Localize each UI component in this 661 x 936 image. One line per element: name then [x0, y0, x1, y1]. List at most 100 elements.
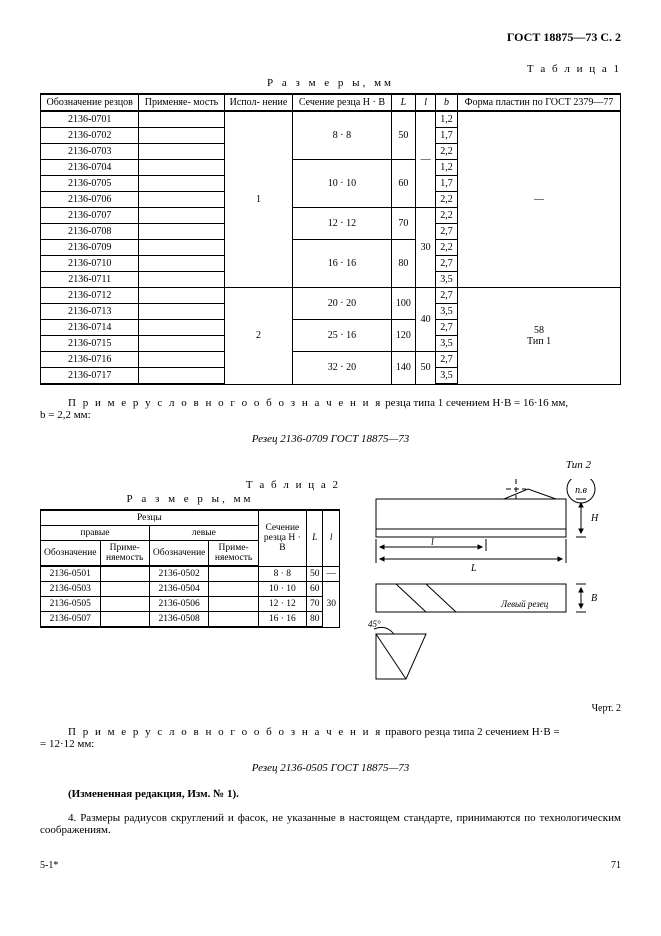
table-cell [209, 612, 258, 628]
table-cell [100, 582, 149, 597]
table-cell: — [458, 111, 621, 288]
fig-L: L [470, 563, 477, 574]
table-cell: 2,7 [435, 320, 457, 336]
fig-l: l [431, 537, 434, 548]
table-cell: 2136-0715 [41, 336, 139, 352]
example1-text: резца типа 1 сечением H·B = 16·16 мм, [382, 397, 568, 409]
table-cell: 2,7 [435, 224, 457, 240]
table-cell: 12 · 12 [258, 597, 306, 612]
table-cell: 2,2 [435, 192, 457, 208]
table-cell [139, 208, 224, 224]
table-cell: 80 [391, 240, 416, 288]
table-cell [139, 240, 224, 256]
t1-col-sech: Сечение резца H · B [293, 94, 391, 111]
t2-h-prim1: Приме- няемость [100, 541, 149, 567]
table-cell [209, 597, 258, 612]
table-cell [139, 144, 224, 160]
table-cell: 120 [391, 320, 416, 352]
t1-col-forma: Форма пластин по ГОСТ 2379—77 [458, 94, 621, 111]
table-cell: 1,2 [435, 111, 457, 128]
t1-col-oboz: Обозначение резцов [41, 94, 139, 111]
table-cell [139, 160, 224, 176]
t1-col-prim: Применяе- мость [139, 94, 224, 111]
table-cell: 2136-0710 [41, 256, 139, 272]
table-cell: 100 [391, 288, 416, 320]
fig-H: H [590, 513, 599, 524]
table-cell: — [323, 566, 340, 582]
fig-angle: 45° [368, 619, 381, 629]
amendment-note: (Измененная редакция, Изм. № 1). [40, 788, 621, 800]
table-cell: 2136-0706 [41, 192, 139, 208]
fig-nb: п.в [575, 485, 588, 496]
table-cell [139, 368, 224, 385]
table-cell: 3,5 [435, 368, 457, 385]
table-cell: 2136-0707 [41, 208, 139, 224]
table-cell: 70 [306, 597, 323, 612]
table-cell: 60 [306, 582, 323, 597]
table-cell: 50 [306, 566, 323, 582]
table-cell: 2136-0716 [41, 352, 139, 368]
table-cell: 2 [224, 288, 293, 385]
table-cell [139, 224, 224, 240]
example2-para: П р и м е р у с л о в н о г о о б о з н … [40, 726, 621, 750]
table-cell [139, 288, 224, 304]
table-cell: — [416, 111, 436, 208]
table-cell: 2136-0507 [41, 612, 101, 628]
table-cell [100, 566, 149, 582]
figure-2: п.в H l L B Левый резец 45° Черт. 2 [356, 479, 621, 714]
table-cell [139, 352, 224, 368]
example1-code: Резец 2136-0709 ГОСТ 18875—73 [40, 433, 621, 445]
table-cell: 16 · 16 [293, 240, 391, 288]
table-cell: 8 · 8 [293, 111, 391, 160]
table-cell: 2136-0709 [41, 240, 139, 256]
table-cell: 2136-0505 [41, 597, 101, 612]
table-cell: 30 [323, 582, 340, 628]
table-cell [100, 597, 149, 612]
table-cell: 80 [306, 612, 323, 628]
table-cell: 2136-0711 [41, 272, 139, 288]
table-cell: 1,7 [435, 176, 457, 192]
table-cell: 32 · 20 [293, 352, 391, 385]
table-cell [209, 566, 258, 582]
example2-text: правого резца типа 2 сечением H·B = [382, 726, 559, 738]
t1-col-l: l [416, 94, 436, 111]
table-cell [139, 176, 224, 192]
table-cell: 2,7 [435, 288, 457, 304]
table-cell: 3,5 [435, 336, 457, 352]
table-cell: 2136-0503 [41, 582, 101, 597]
table-cell: 70 [391, 208, 416, 240]
table-cell: 2136-0713 [41, 304, 139, 320]
footer-left: 5-1* [40, 860, 58, 871]
t2-h-oboz2: Обозначение [149, 541, 209, 567]
table1: Обозначение резцов Применяе- мость Испол… [40, 93, 621, 385]
table-cell: 3,5 [435, 272, 457, 288]
t2-h-l: l [323, 510, 340, 566]
table-cell: 8 · 8 [258, 566, 306, 582]
table-cell: 1 [224, 111, 293, 288]
table-cell [139, 192, 224, 208]
table-cell [139, 128, 224, 144]
t1-col-b: b [435, 94, 457, 111]
table-cell: 2136-0702 [41, 128, 139, 144]
t2-h-prim2: Приме- няемость [209, 541, 258, 567]
table-cell: 10 · 10 [293, 160, 391, 208]
example2-code: Резец 2136-0505 ГОСТ 18875—73 [40, 762, 621, 774]
table-cell: 2136-0708 [41, 224, 139, 240]
table-cell: 50 [391, 111, 416, 160]
table-cell: 140 [391, 352, 416, 385]
table-cell: 1,7 [435, 128, 457, 144]
table-cell: 2136-0714 [41, 320, 139, 336]
table-cell: 12 · 12 [293, 208, 391, 240]
table-cell: 10 · 10 [258, 582, 306, 597]
t2-h-reztsy: Резцы [41, 510, 259, 526]
table-cell: 2136-0704 [41, 160, 139, 176]
fig-left-label: Левый резец [500, 599, 549, 609]
table-cell: 2136-0717 [41, 368, 139, 385]
t2-h-L: L [306, 510, 323, 566]
table-cell: 3,5 [435, 304, 457, 320]
table-cell: 2136-0508 [149, 612, 209, 628]
table-cell: 16 · 16 [258, 612, 306, 628]
table-cell: 20 · 20 [293, 288, 391, 320]
table-cell: 2,2 [435, 144, 457, 160]
table-cell: 2,2 [435, 240, 457, 256]
